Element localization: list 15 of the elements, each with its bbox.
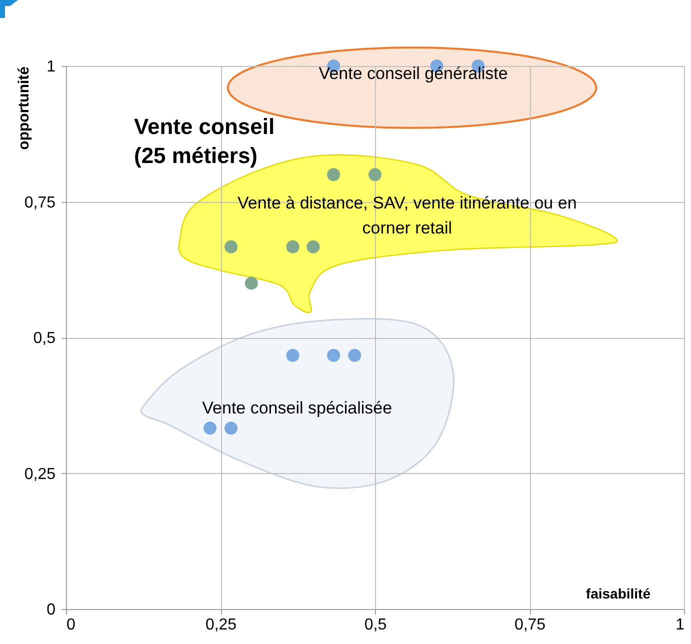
x-tick-label: 0,75: [514, 616, 546, 634]
x-tick-label: 0,25: [205, 616, 237, 634]
x-tick-label: 1: [676, 616, 685, 634]
annotation: Vente conseil généraliste: [318, 64, 508, 84]
x-tick-label: 0,5: [364, 616, 387, 634]
y-tick-label: 0,5: [33, 330, 56, 347]
y-tick-label: 0: [46, 602, 56, 618]
y-tick-label: 1: [46, 58, 56, 76]
x-tick-label: 0: [66, 616, 76, 634]
annotation: Vente conseil spécialisée: [202, 398, 392, 418]
y-axis-title: opportunité: [16, 66, 32, 150]
y-tick-label: 0,25: [24, 466, 56, 483]
y-tick-label: 0,75: [24, 194, 56, 212]
text: Vente conseil (25 métiers): [134, 114, 275, 168]
x-axis-title: faisabilité: [586, 586, 651, 602]
